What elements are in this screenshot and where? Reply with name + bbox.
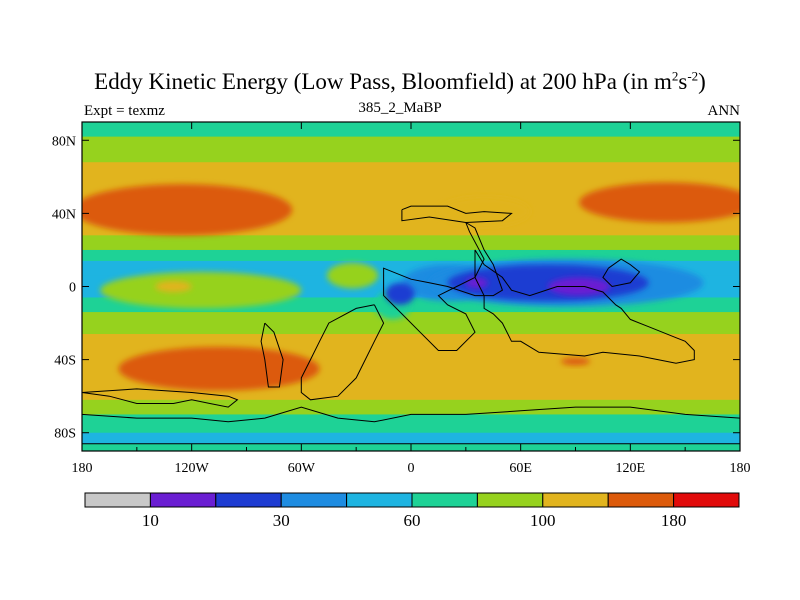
colorbar-box-3	[280, 492, 348, 508]
colorbar-box-7	[542, 492, 609, 508]
contour-region-eq-africa-purple	[465, 277, 488, 289]
contour-band-11	[82, 399, 740, 416]
contour-band-12	[82, 414, 740, 434]
land-outline-5	[260, 322, 284, 388]
contour-band-13	[82, 432, 740, 445]
x-tick-label-1: 120W	[175, 461, 210, 476]
land-outline-1	[383, 222, 504, 351]
contour-band-4	[82, 235, 740, 251]
y-tick-label-1: 40N	[52, 207, 76, 222]
subtitle-left: Expt = texmz	[84, 103, 165, 119]
y-tick-label-4: 80S	[54, 427, 76, 442]
x-tick-label-4: 60E	[509, 461, 532, 476]
contour-region-eq-atl-green	[326, 262, 379, 289]
subtitle-right: ANN	[707, 103, 741, 119]
x-tick-label-6: 180	[730, 461, 751, 476]
contour-band-5	[82, 249, 740, 262]
colorbar-label-2: 60	[404, 511, 421, 530]
colorbar-label-1: 30	[273, 511, 290, 530]
contour-band-0	[82, 122, 740, 138]
y-tick-label-0: 80N	[52, 134, 76, 149]
land-outline-3	[602, 258, 641, 288]
land-outline-6	[82, 406, 740, 445]
contour-region-sh-jet-east	[560, 357, 591, 366]
subtitle-center: 385_2_MaBP	[358, 100, 442, 116]
colorbar-label-4: 180	[661, 511, 687, 530]
contour-region-nh-jet-east	[579, 182, 740, 223]
colorbar-box-2	[215, 492, 282, 508]
x-tick-label-0: 180	[72, 461, 93, 476]
land-outline-7	[82, 388, 239, 408]
contour-region-nh-jet-west	[82, 184, 293, 236]
y-tick-label-3: 40S	[54, 354, 76, 369]
colorbar-box-5	[411, 492, 478, 508]
x-tick-label-3: 0	[408, 461, 415, 476]
colorbar-box-4	[346, 492, 413, 508]
colorbar-box-9	[673, 492, 740, 508]
colorbar-label-0: 10	[142, 511, 159, 530]
plot-area	[82, 122, 740, 451]
contour-band-1	[82, 136, 740, 163]
colorbar-label-3: 100	[530, 511, 556, 530]
colorbar-box-6	[476, 492, 544, 508]
y-tick-label-2: 0	[69, 281, 76, 296]
contour-region-sh-jet	[118, 346, 320, 391]
colorbar-box-0	[84, 492, 151, 508]
land-outline-2	[474, 249, 695, 364]
x-tick-label-5: 120E	[616, 461, 646, 476]
contour-region-eq-pacific-green	[100, 271, 302, 309]
colorbar-box-1	[149, 492, 217, 508]
x-tick-label-2: 60W	[288, 461, 316, 476]
land-outline-0	[401, 205, 513, 224]
contour-region-eq-pacific-yellow	[155, 281, 192, 292]
chart-title: Eddy Kinetic Energy (Low Pass, Bloomfiel…	[94, 68, 706, 94]
contour-region-eq-africa-dark	[385, 282, 415, 305]
colorbar-box-8	[607, 492, 675, 508]
land-outline-4	[300, 304, 385, 401]
contour-band-2	[82, 162, 740, 178]
